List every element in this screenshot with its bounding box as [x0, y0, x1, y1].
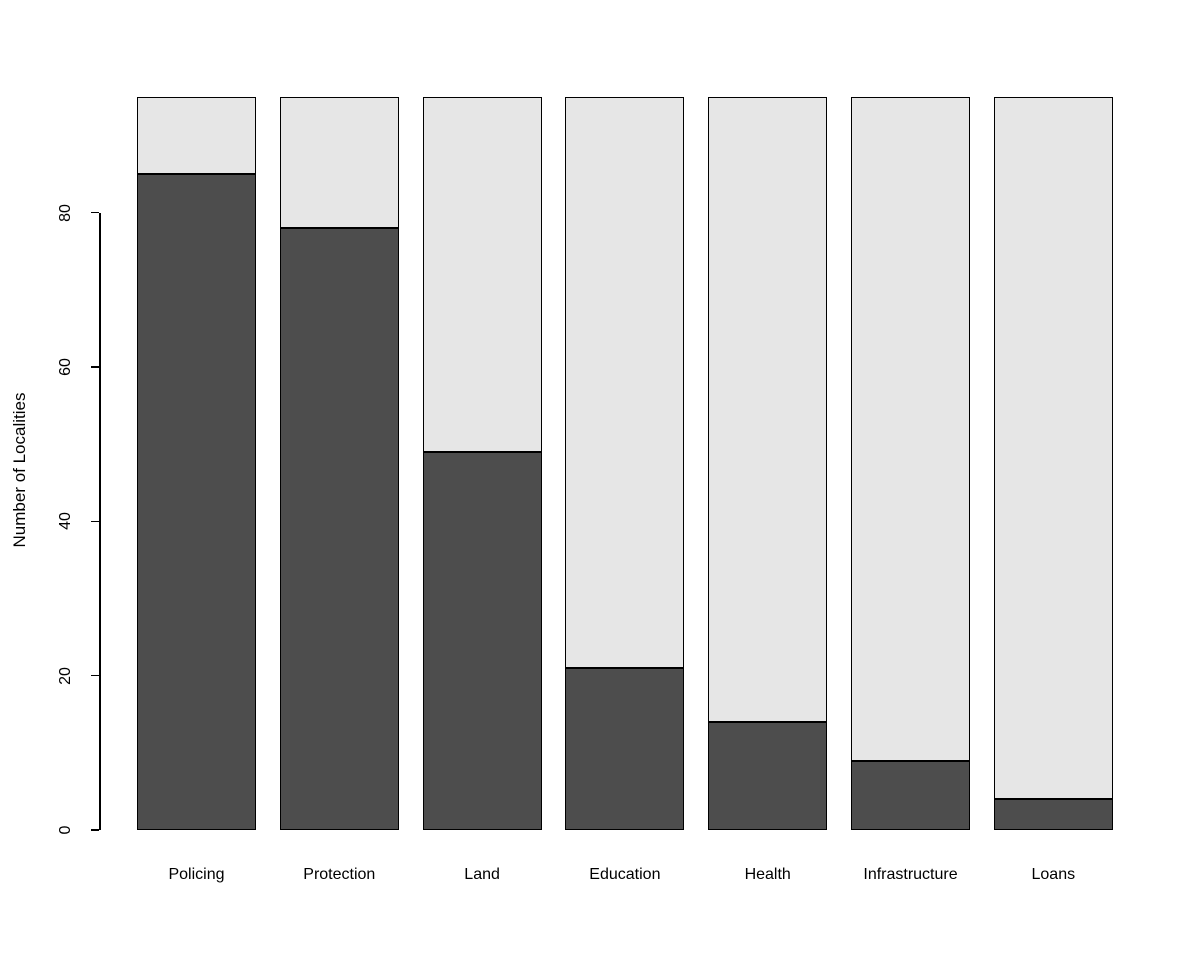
x-axis-label: Infrastructure: [863, 866, 958, 883]
bar-segment-dark: [993, 799, 1113, 830]
x-axis-label: Health: [744, 866, 791, 883]
bar-segment-light: [851, 97, 970, 761]
bar-segment-dark: [137, 174, 256, 830]
x-axis-label: Protection: [303, 866, 376, 883]
y-tick-mark: [91, 366, 99, 368]
y-tick-label: 80: [57, 203, 74, 222]
bar-segment-light: [422, 97, 542, 452]
bar-segment-dark: [422, 451, 542, 830]
y-tick-label: 20: [57, 666, 74, 685]
y-tick-label: 60: [57, 358, 74, 376]
bar-segment-dark: [565, 667, 685, 830]
y-tick-label: 0: [57, 825, 74, 835]
x-axis-label: Loans: [1031, 866, 1076, 883]
bar-segment-dark: [708, 721, 828, 830]
y-tick-mark: [91, 674, 99, 677]
y-axis-line: [99, 212, 101, 830]
bar-segment-light: [279, 97, 399, 229]
bar-segment-dark: [279, 228, 399, 830]
x-axis-label: Land: [464, 866, 500, 883]
bar-segment-light: [137, 97, 256, 175]
x-axis-label: Policing: [168, 866, 225, 883]
y-tick-mark: [91, 211, 99, 214]
x-axis-label: Education: [589, 866, 661, 883]
bar-segment-light: [993, 97, 1113, 800]
y-tick-mark: [91, 829, 99, 831]
bar-segment-dark: [851, 760, 970, 830]
y-tick-mark: [91, 520, 99, 523]
y-tick-label: 40: [57, 512, 74, 531]
bar-segment-light: [708, 97, 828, 722]
bar-segment-light: [565, 97, 685, 668]
